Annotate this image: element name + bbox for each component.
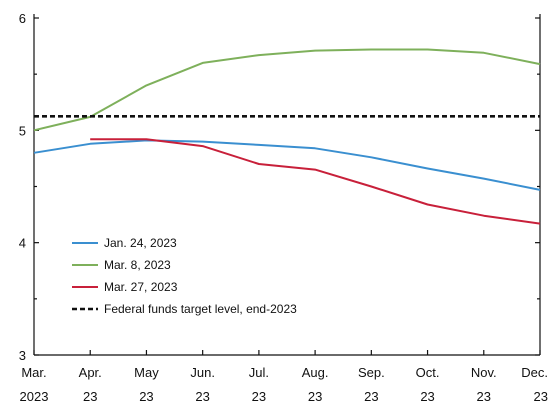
x-tick-label-year: 2023 — [20, 389, 49, 404]
series-line-2 — [33, 48, 541, 132]
x-tick-label-month: Jun. — [190, 365, 215, 380]
x-tick-label-month: Nov. — [471, 365, 497, 380]
series-line-3 — [90, 138, 541, 225]
x-tick-label-month: Sep. — [358, 365, 385, 380]
chart-legend: Jan. 24, 2023 Mar. 8, 2023 Mar. 27, 2023 Fe… — [72, 236, 297, 316]
legend-label-2: Mar. 8, 2023 — [104, 258, 171, 272]
y-tick-label: 6 — [19, 11, 26, 26]
y-tick-label: 4 — [19, 236, 26, 251]
x-tick-label-month: Apr. — [79, 365, 102, 380]
x-tick-label-year: 23 — [252, 389, 266, 404]
legend-label-4: Federal funds target level, end-2023 — [104, 302, 297, 316]
x-tick-label-year: 23 — [83, 389, 97, 404]
x-tick-label-year: 23 — [308, 389, 322, 404]
x-tick-label-year: 23 — [195, 389, 209, 404]
y-tick-label: 5 — [19, 123, 26, 138]
series-layer — [33, 48, 541, 225]
y-tick-label: 3 — [19, 348, 26, 363]
x-tick-label-year: 23 — [477, 389, 491, 404]
axes-layer: 3 4 5 6 Mar. 2023 Apr. 23 May 23 Jun. 23 Jul. 23 Aug. 2… — [19, 11, 548, 404]
x-tick-label-year: 23 — [420, 389, 434, 404]
x-tick-label-month: Jul. — [249, 365, 269, 380]
x-tick-label-month: Aug. — [302, 365, 329, 380]
x-tick-label-month: May — [134, 365, 159, 380]
series-line-1 — [33, 139, 541, 191]
legend-label-1: Jan. 24, 2023 — [104, 236, 177, 250]
x-tick-label-month: Dec. — [521, 365, 548, 380]
x-tick-label-year: 23 — [534, 389, 548, 404]
x-tick-label-month: Mar. — [21, 365, 46, 380]
x-tick-label-month: Oct. — [416, 365, 440, 380]
x-tick-label-year: 23 — [139, 389, 153, 404]
legend-label-3: Mar. 27, 2023 — [104, 280, 178, 294]
x-tick-label-year: 23 — [364, 389, 378, 404]
